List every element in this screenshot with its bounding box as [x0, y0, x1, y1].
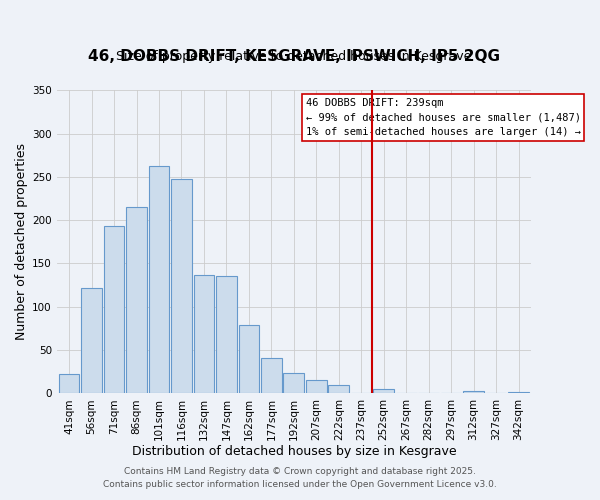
Bar [171, 178, 192, 394]
Bar [283, 372, 304, 394]
Y-axis label: Number of detached properties: Number of detached properties [15, 144, 28, 340]
Bar [194, 274, 214, 394]
Bar [149, 166, 169, 394]
Bar [261, 358, 281, 394]
Bar [508, 392, 529, 394]
Text: 46 DOBBS DRIFT: 239sqm
← 99% of detached houses are smaller (1,487)
1% of semi-d: 46 DOBBS DRIFT: 239sqm ← 99% of detached… [305, 98, 581, 138]
Bar [216, 276, 237, 394]
Bar [306, 380, 326, 394]
Text: Contains HM Land Registry data © Crown copyright and database right 2025.
Contai: Contains HM Land Registry data © Crown c… [103, 468, 497, 489]
Bar [104, 226, 124, 394]
Bar [126, 207, 147, 394]
X-axis label: Distribution of detached houses by size in Kesgrave: Distribution of detached houses by size … [131, 444, 456, 458]
Bar [463, 390, 484, 394]
Bar [328, 384, 349, 394]
Bar [59, 374, 79, 394]
Title: Size of property relative to detached houses in Kesgrave: Size of property relative to detached ho… [116, 50, 472, 62]
Bar [81, 288, 102, 394]
Bar [239, 325, 259, 394]
Text: 46, DOBBS DRIFT, KESGRAVE, IPSWICH, IP5 2QG: 46, DOBBS DRIFT, KESGRAVE, IPSWICH, IP5 … [88, 50, 500, 64]
Bar [373, 389, 394, 394]
